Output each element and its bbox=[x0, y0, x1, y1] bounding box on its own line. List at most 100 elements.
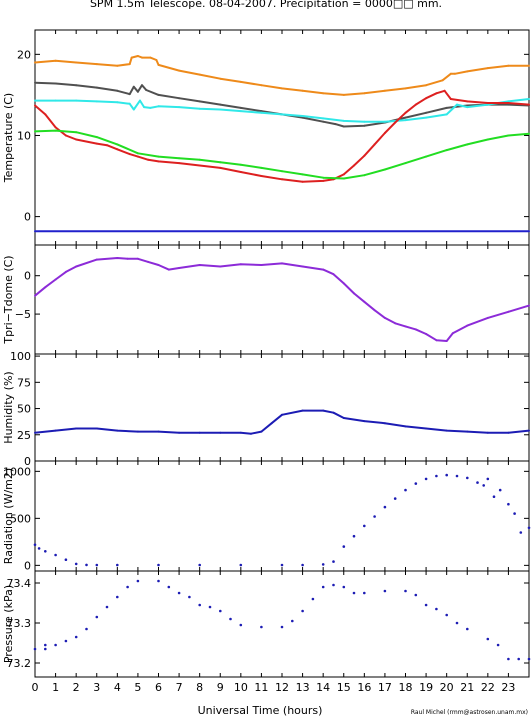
data-point bbox=[128, 93, 131, 96]
data-point bbox=[260, 110, 263, 113]
data-point bbox=[219, 431, 222, 434]
data-point bbox=[157, 579, 160, 583]
data-point bbox=[321, 585, 325, 589]
series-1 bbox=[33, 579, 531, 661]
data-point bbox=[466, 70, 469, 73]
data-point bbox=[145, 89, 148, 91]
data-point bbox=[383, 120, 386, 123]
data-point bbox=[342, 417, 345, 419]
data-point bbox=[425, 333, 428, 335]
data-point bbox=[342, 545, 346, 548]
x-tick-label: 23 bbox=[501, 681, 515, 694]
data-point bbox=[178, 162, 181, 165]
data-point bbox=[507, 103, 510, 106]
data-point bbox=[128, 63, 131, 66]
data-point bbox=[116, 101, 119, 104]
data-point bbox=[198, 158, 201, 161]
panel-frame bbox=[34, 570, 530, 678]
y-axis-label: Temperature (C) bbox=[2, 93, 15, 183]
data-point bbox=[239, 263, 242, 266]
data-point bbox=[239, 563, 243, 567]
data-point bbox=[198, 100, 201, 103]
data-point bbox=[136, 579, 140, 583]
data-point bbox=[383, 89, 386, 92]
data-point bbox=[54, 278, 57, 281]
data-point bbox=[425, 116, 428, 119]
x-tick-label: 6 bbox=[155, 681, 162, 694]
data-point bbox=[177, 591, 181, 595]
x-tick-label: 21 bbox=[460, 681, 474, 694]
data-point bbox=[301, 609, 304, 613]
data-point bbox=[208, 605, 212, 609]
data-point bbox=[34, 230, 36, 233]
data-point bbox=[219, 166, 222, 169]
x-tick-label: 2 bbox=[73, 681, 80, 694]
data-point bbox=[404, 162, 407, 165]
data-point bbox=[456, 103, 458, 106]
x-tick-label: 22 bbox=[481, 681, 495, 694]
data-point bbox=[33, 543, 37, 546]
data-point bbox=[281, 178, 283, 181]
data-point bbox=[219, 103, 222, 106]
data-point bbox=[507, 64, 510, 67]
data-point bbox=[95, 86, 98, 89]
series-4 bbox=[34, 89, 530, 183]
data-point bbox=[116, 148, 119, 151]
data-point bbox=[445, 113, 448, 116]
data-point bbox=[332, 560, 335, 563]
data-point bbox=[64, 639, 68, 643]
data-point bbox=[155, 59, 158, 61]
data-point bbox=[219, 108, 222, 111]
data-point bbox=[34, 81, 36, 84]
data-point bbox=[198, 164, 201, 167]
data-point bbox=[466, 476, 469, 480]
data-point bbox=[486, 477, 490, 481]
data-point bbox=[44, 113, 47, 116]
data-point bbox=[260, 111, 263, 114]
data-point bbox=[239, 110, 242, 113]
data-point bbox=[95, 615, 99, 619]
y-tick-label: 75 bbox=[17, 376, 31, 389]
data-point bbox=[334, 123, 337, 126]
data-point bbox=[383, 589, 387, 593]
data-point bbox=[75, 131, 78, 134]
x-tick-label: 11 bbox=[254, 681, 268, 694]
x-tick-label: 5 bbox=[134, 681, 141, 694]
data-point bbox=[425, 97, 428, 100]
data-point bbox=[486, 637, 490, 641]
data-point bbox=[178, 69, 181, 72]
data-point bbox=[260, 175, 263, 177]
data-point bbox=[301, 89, 304, 92]
data-point bbox=[34, 61, 36, 64]
data-point bbox=[75, 427, 78, 430]
data-point bbox=[404, 589, 407, 593]
data-point bbox=[507, 310, 510, 313]
data-point bbox=[128, 153, 131, 156]
data-point bbox=[455, 621, 459, 625]
data-point bbox=[527, 526, 531, 530]
data-point bbox=[322, 409, 325, 412]
data-point bbox=[414, 103, 417, 106]
data-point bbox=[425, 155, 428, 158]
data-point bbox=[54, 59, 57, 62]
data-point bbox=[404, 325, 407, 328]
data-point bbox=[466, 430, 469, 433]
data-point bbox=[281, 413, 283, 416]
y-axis-label: Radiation (W/m2) bbox=[2, 468, 15, 564]
data-point bbox=[116, 429, 119, 432]
data-point bbox=[54, 99, 57, 102]
data-point bbox=[342, 177, 345, 180]
data-point bbox=[54, 129, 57, 132]
data-point bbox=[363, 92, 366, 95]
data-point bbox=[496, 643, 500, 647]
data-point bbox=[332, 411, 335, 414]
data-point bbox=[239, 80, 242, 83]
x-tick-label: 7 bbox=[176, 681, 183, 694]
data-point bbox=[75, 61, 78, 64]
data-point bbox=[519, 531, 523, 534]
data-point bbox=[486, 431, 489, 434]
data-point bbox=[219, 161, 222, 164]
data-point bbox=[482, 484, 486, 487]
x-tick-label: 4 bbox=[114, 681, 121, 694]
